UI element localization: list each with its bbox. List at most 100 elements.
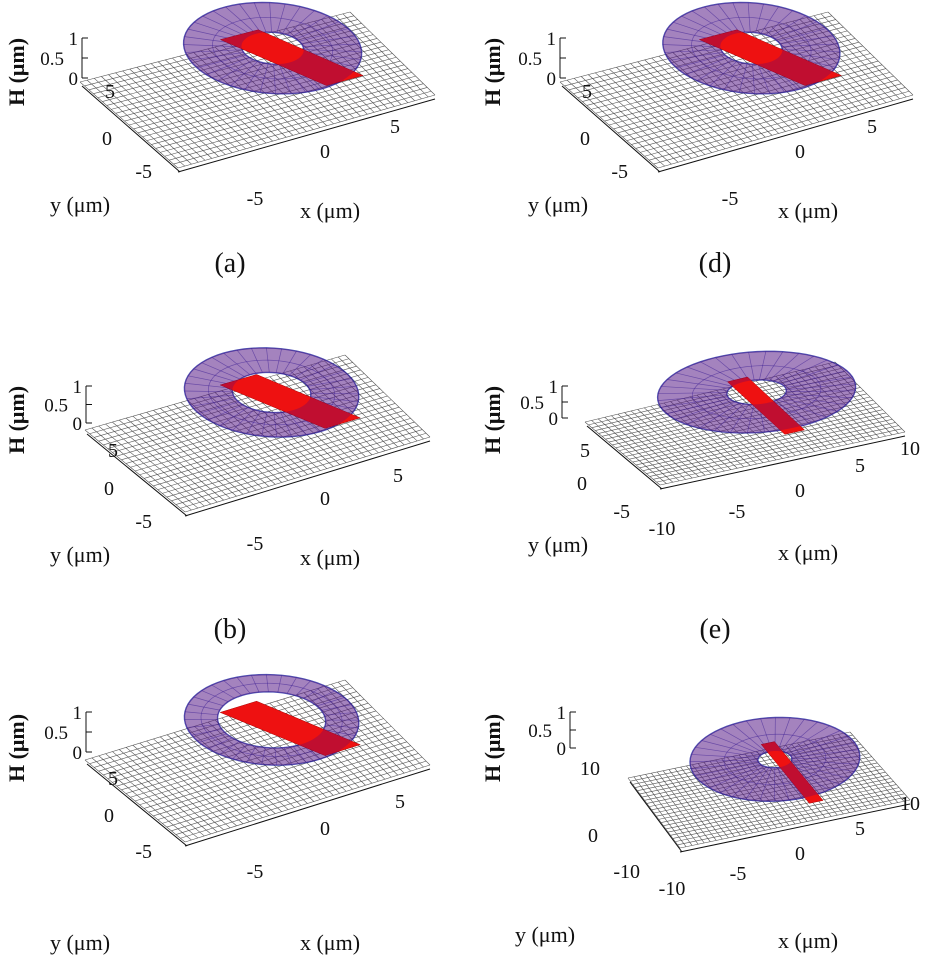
z-axis-title: H (μm) bbox=[480, 386, 505, 454]
x-tick-label: -10 bbox=[649, 518, 676, 540]
waveguide-strip bbox=[219, 374, 361, 429]
panel-label-a: (a) bbox=[214, 248, 245, 279]
panel-label-b: (b) bbox=[214, 614, 247, 645]
x-tick-label: -10 bbox=[659, 878, 686, 900]
y-tick-label: 5 bbox=[108, 768, 118, 790]
y-tick-label: -10 bbox=[613, 861, 640, 883]
waveguide-strip bbox=[760, 741, 824, 804]
x-tick-label: -5 bbox=[729, 501, 746, 523]
x-axis: -10 -5 0 5 10 x (μm) bbox=[659, 793, 920, 953]
z-axis: 10.50 H (μm) bbox=[480, 29, 566, 106]
z-tick-label: 0.5 bbox=[44, 396, 68, 417]
y-tick-label: 5 bbox=[105, 81, 115, 103]
y-tick-label: -5 bbox=[611, 161, 628, 183]
x-tick-label: -5 bbox=[247, 188, 264, 210]
x-tick-label: 0 bbox=[795, 480, 805, 502]
x-axis-title: x (μm) bbox=[300, 930, 360, 955]
y-tick-label: 0 bbox=[104, 478, 114, 500]
ring-mesh bbox=[689, 717, 860, 802]
y-axis-title: y (μm) bbox=[50, 192, 110, 217]
x-tick-label: 5 bbox=[855, 455, 865, 477]
ring-overlay bbox=[184, 674, 359, 766]
ring-overlay bbox=[662, 2, 840, 94]
x-tick-label: 5 bbox=[867, 116, 877, 138]
z-axis: 10.50 H (μm) bbox=[4, 703, 92, 782]
z-tick-label: 0 bbox=[549, 409, 559, 430]
ring-overlay bbox=[184, 347, 359, 438]
z-tick-label: 0.5 bbox=[528, 721, 552, 742]
x-axis-title: x (μm) bbox=[300, 198, 360, 223]
y-tick-label: 5 bbox=[108, 440, 118, 462]
substrate-plane bbox=[628, 732, 910, 848]
x-axis: -5 0 5 x (μm) bbox=[184, 768, 431, 955]
x-axis: -5 0 5 x (μm) bbox=[184, 440, 431, 570]
y-axis: 5 0 -5 y (μm) bbox=[50, 763, 188, 955]
y-tick-label: 5 bbox=[580, 440, 590, 462]
z-tick-label: 0.5 bbox=[44, 723, 68, 744]
z-axis-title: H (μm) bbox=[4, 38, 29, 106]
y-axis: 5 0 -5 y (μm) bbox=[50, 81, 181, 217]
ring-resonator bbox=[689, 716, 861, 802]
ring-overlay bbox=[690, 717, 860, 802]
x-tick-label: 5 bbox=[855, 818, 865, 840]
x-tick-label: 0 bbox=[320, 141, 330, 163]
z-axis: 10.50 H (μm) bbox=[480, 377, 568, 454]
y-tick-label: -5 bbox=[135, 161, 152, 183]
waveguide-strip bbox=[726, 376, 806, 435]
y-axis: 5 0 -5 y (μm) bbox=[50, 433, 188, 567]
x-tick-label: 5 bbox=[390, 116, 400, 138]
y-axis-title: y (μm) bbox=[50, 930, 110, 955]
z-axis: 10.50 H (μm) bbox=[480, 703, 576, 782]
z-axis-title: H (μm) bbox=[4, 386, 29, 454]
z-tick-label: 1 bbox=[557, 703, 567, 724]
x-tick-label: 0 bbox=[320, 818, 330, 840]
y-tick-label: 10 bbox=[580, 758, 600, 780]
x-tick-label: 10 bbox=[900, 793, 920, 815]
y-tick-label: 0 bbox=[577, 473, 587, 495]
y-axis-title: y (μm) bbox=[528, 532, 588, 557]
z-tick-label: 0.5 bbox=[520, 393, 544, 414]
waveguide-strip bbox=[219, 700, 361, 756]
waveguide-strip bbox=[698, 29, 843, 86]
y-tick-label: -5 bbox=[135, 841, 152, 863]
x-axis: -5 0 5 x (μm) bbox=[177, 98, 436, 223]
z-axis: 10.50 H (μm) bbox=[4, 377, 92, 454]
x-axis-title: x (μm) bbox=[300, 545, 360, 570]
z-axis-title: H (μm) bbox=[4, 714, 29, 782]
x-axis-title: x (μm) bbox=[778, 928, 838, 953]
x-tick-label: 5 bbox=[393, 465, 403, 487]
z-tick-label: 0 bbox=[73, 414, 83, 435]
mesh-grid bbox=[584, 361, 906, 486]
x-axis-title: x (μm) bbox=[778, 198, 838, 223]
z-axis-title: H (μm) bbox=[480, 38, 505, 106]
x-axis: -5 0 5 x (μm) bbox=[657, 98, 914, 223]
x-axis: -10 -5 0 5 10 x (μm) bbox=[649, 435, 920, 565]
ring-overlay bbox=[657, 351, 856, 433]
z-tick-label: 0.5 bbox=[40, 49, 64, 70]
mesh-grid bbox=[79, 11, 436, 169]
y-axis: 5 0 -5 y (μm) bbox=[528, 425, 663, 557]
y-tick-label: 5 bbox=[582, 81, 592, 103]
y-tick-label: 0 bbox=[104, 805, 114, 827]
z-tick-label: 1 bbox=[549, 377, 559, 398]
panel-label-e: (e) bbox=[699, 614, 730, 645]
y-tick-label: 0 bbox=[588, 825, 598, 847]
x-tick-label: 0 bbox=[795, 141, 805, 163]
y-tick-label: -5 bbox=[135, 511, 152, 533]
x-tick-label: 5 bbox=[395, 791, 405, 813]
z-tick-label: 0.5 bbox=[518, 49, 542, 70]
ring-resonator bbox=[656, 350, 857, 434]
z-axis-title: H (μm) bbox=[480, 714, 505, 782]
y-axis-title: y (μm) bbox=[515, 922, 575, 947]
x-tick-label: 0 bbox=[320, 488, 330, 510]
x-tick-label: 10 bbox=[900, 438, 920, 460]
z-tick-label: 0 bbox=[73, 743, 83, 764]
waveguide-strip bbox=[219, 29, 364, 86]
x-tick-label: -5 bbox=[730, 863, 747, 885]
